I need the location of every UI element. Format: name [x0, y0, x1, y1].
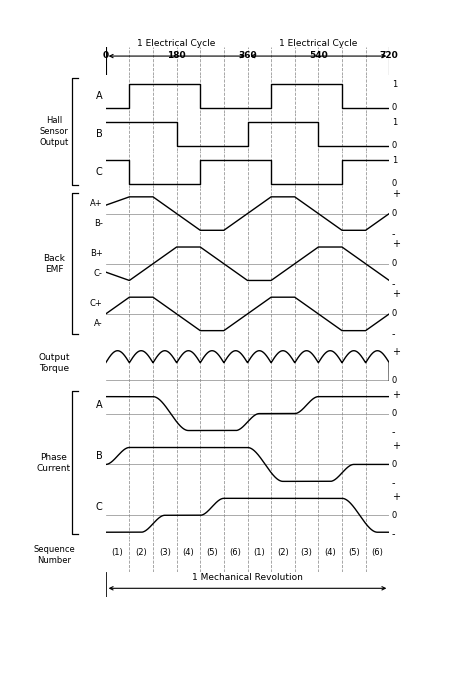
Text: 360: 360: [238, 51, 257, 60]
Text: B: B: [96, 129, 103, 139]
Text: 1: 1: [392, 79, 397, 89]
Text: (1): (1): [112, 548, 123, 557]
Text: A: A: [96, 400, 103, 410]
Text: 0: 0: [392, 309, 397, 319]
Text: -: -: [392, 228, 395, 239]
Text: +: +: [392, 492, 400, 502]
Text: (1): (1): [253, 548, 265, 557]
Text: +: +: [392, 289, 400, 299]
Text: C: C: [96, 502, 103, 512]
Text: Sequence
Number: Sequence Number: [33, 545, 75, 565]
Text: 0: 0: [392, 376, 397, 384]
Text: 1: 1: [392, 155, 397, 165]
Text: (2): (2): [135, 548, 147, 557]
Text: A: A: [96, 91, 103, 101]
Text: (6): (6): [372, 548, 383, 557]
Text: 1 Mechanical Revolution: 1 Mechanical Revolution: [192, 573, 303, 582]
Text: A+: A+: [90, 199, 103, 208]
Text: 1 Electrical Cycle: 1 Electrical Cycle: [137, 39, 216, 47]
Text: (5): (5): [206, 548, 218, 557]
Text: (5): (5): [348, 548, 360, 557]
Text: -: -: [392, 478, 395, 488]
Text: -: -: [392, 427, 395, 437]
Text: +: +: [392, 441, 400, 451]
Text: 1: 1: [392, 117, 397, 127]
Text: 0: 0: [392, 409, 397, 418]
Text: Hall
Sensor
Output: Hall Sensor Output: [39, 116, 68, 147]
Text: Output
Torque: Output Torque: [38, 353, 70, 373]
Text: 0: 0: [392, 259, 397, 268]
Text: (4): (4): [324, 548, 336, 557]
Text: -: -: [392, 279, 395, 289]
Text: +: +: [392, 390, 400, 400]
Text: B-: B-: [94, 219, 103, 228]
Text: A-: A-: [94, 319, 103, 328]
Text: B+: B+: [90, 250, 103, 258]
Text: 540: 540: [309, 51, 328, 60]
Text: 0: 0: [392, 209, 397, 218]
Text: Phase
Current: Phase Current: [37, 453, 71, 473]
Text: 0: 0: [103, 51, 109, 60]
Text: +: +: [392, 188, 400, 199]
Text: 0: 0: [392, 141, 397, 151]
Text: (3): (3): [159, 548, 171, 557]
Text: (4): (4): [183, 548, 194, 557]
Text: C: C: [96, 167, 103, 177]
Text: B: B: [96, 451, 103, 461]
Text: 0: 0: [392, 179, 397, 188]
Text: (6): (6): [230, 548, 242, 557]
Text: 720: 720: [380, 51, 399, 60]
Text: 180: 180: [167, 51, 186, 60]
Text: 0: 0: [392, 103, 397, 113]
Text: 0: 0: [392, 460, 397, 469]
Text: C-: C-: [94, 269, 103, 278]
Text: 1 Electrical Cycle: 1 Electrical Cycle: [279, 39, 358, 47]
Text: -: -: [392, 529, 395, 539]
Text: (2): (2): [277, 548, 289, 557]
Text: -: -: [392, 329, 395, 339]
Text: (3): (3): [301, 548, 312, 557]
Text: C+: C+: [90, 300, 103, 308]
Text: +: +: [392, 239, 400, 249]
Text: Back
EMF: Back EMF: [43, 254, 65, 274]
Text: 0: 0: [392, 511, 397, 520]
Text: +: +: [392, 346, 400, 357]
